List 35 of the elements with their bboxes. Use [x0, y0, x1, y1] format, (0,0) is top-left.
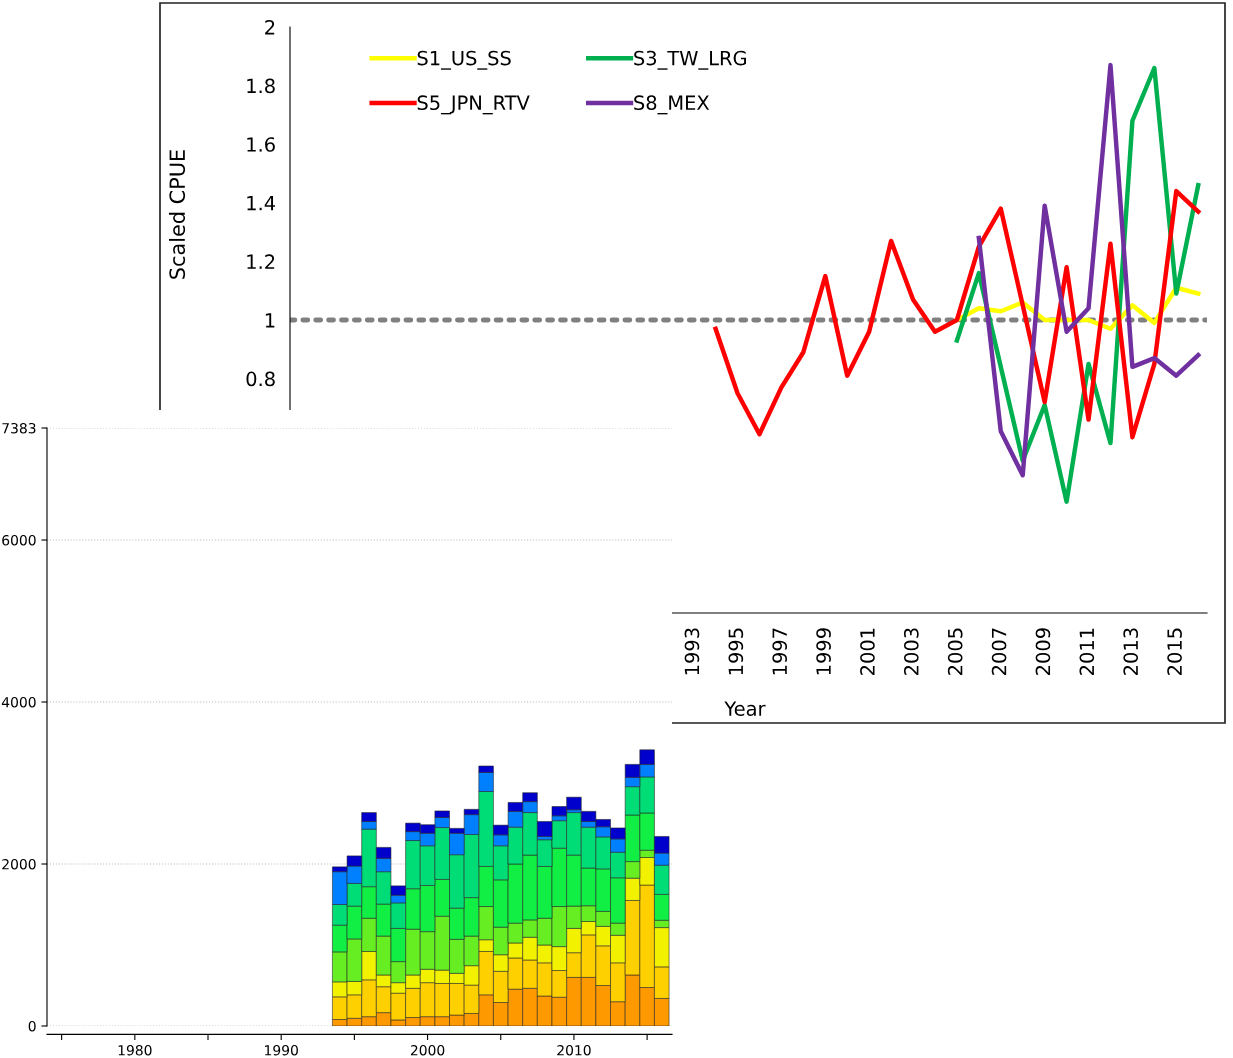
legend-label: S3_TW_LRG: [634, 50, 746, 70]
x-tick-label: 1990: [265, 1045, 298, 1056]
x-tick-label: 1999: [816, 628, 831, 675]
x-axis-title: Year: [724, 701, 766, 716]
legend-label: S1_US_SS: [417, 50, 511, 70]
x-tick-label: 1993: [684, 628, 700, 675]
y-tick-label: 0: [28, 1020, 36, 1032]
x-tick-label: 1995: [728, 628, 744, 675]
legend-label: S8_MEX: [634, 95, 710, 115]
x-tick-label: 1997: [772, 628, 788, 675]
y-tick-label: 1.6: [247, 137, 275, 152]
x-tick-label: 2015: [1167, 628, 1182, 675]
x-tick-label: 2013: [1123, 628, 1139, 675]
y-axis-title: Scaled CPUE: [168, 150, 186, 279]
y-tick-label: 1.8: [247, 78, 275, 94]
y-tick-label: 2000: [2, 858, 36, 870]
x-tick-label: 2001: [860, 628, 875, 675]
y-tick-label: 2: [265, 19, 275, 35]
y-tick-label: 1: [265, 313, 275, 328]
x-tick-label: 2009: [1035, 628, 1051, 675]
y-tick-label: 0.8: [246, 371, 275, 387]
line-series: [713, 188, 1201, 440]
x-tick-label: 2010: [557, 1045, 591, 1056]
x-tick-label: 2003: [903, 628, 919, 675]
x-tick-label: 2007: [991, 628, 1007, 675]
x-tick-label: 2005: [947, 628, 963, 675]
y-tick-label: 7383: [2, 422, 36, 434]
legend-label: S5_JPN_RTV: [417, 95, 530, 115]
y-tick-label: 1.2: [247, 254, 275, 269]
y-tick-label: 6000: [2, 534, 36, 546]
x-tick-label: 2000: [410, 1045, 445, 1056]
y-tick-label: 1.4: [247, 196, 276, 211]
x-tick-label: 2011: [1079, 628, 1095, 675]
y-tick-label: 4000: [1, 696, 36, 708]
x-tick-label: 1980: [118, 1045, 152, 1056]
